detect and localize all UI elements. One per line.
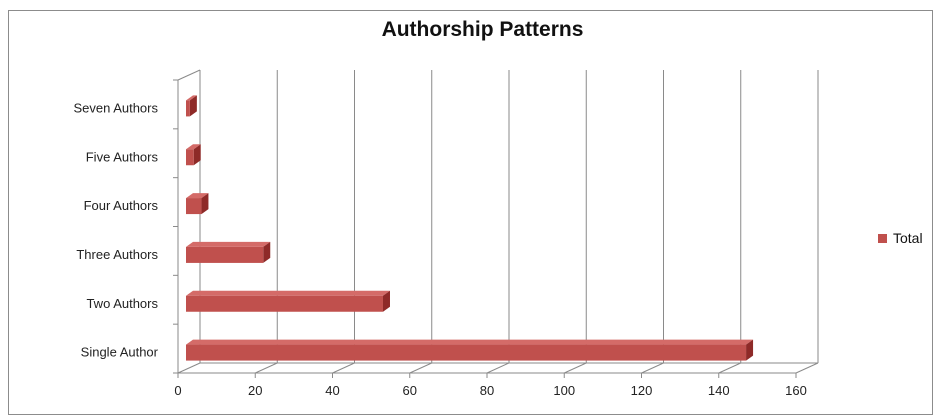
chart-title: Authorship Patterns <box>381 18 584 41</box>
bar-top <box>186 144 201 150</box>
bar <box>186 344 747 361</box>
bar-top <box>186 241 271 247</box>
floor-gridline <box>795 362 819 374</box>
bar-side <box>201 193 209 215</box>
bar-side <box>746 339 754 361</box>
y-tick-label: Three Authors <box>76 247 158 262</box>
bar-side <box>193 144 201 166</box>
floor-gridline <box>255 362 278 374</box>
bar-top <box>186 95 197 101</box>
bar <box>186 198 202 215</box>
x-tick-label: 20 <box>248 383 262 398</box>
bar <box>186 246 264 263</box>
bar-top <box>186 339 754 345</box>
bar-side <box>189 95 197 117</box>
wall-edge <box>177 69 201 81</box>
x-tick-label: 40 <box>325 383 339 398</box>
x-tick-label: 80 <box>480 383 494 398</box>
floor-gridline <box>332 362 355 374</box>
y-tick-label: Seven Authors <box>73 100 158 115</box>
x-tick-label: 100 <box>553 383 575 398</box>
y-tick-label: Four Authors <box>84 198 159 213</box>
bar-side <box>382 290 390 312</box>
y-tick-label: Five Authors <box>86 149 159 164</box>
bar-top <box>186 290 390 296</box>
bar <box>186 100 190 117</box>
floor-gridline <box>564 362 587 374</box>
y-tick-label: Two Authors <box>86 296 158 311</box>
x-tick-label: 160 <box>785 383 807 398</box>
floor-gridline <box>641 362 664 374</box>
floor-gridline <box>177 362 201 374</box>
y-tick-label: Single Author <box>81 345 159 360</box>
legend-swatch <box>878 233 887 243</box>
floor-gridline <box>486 362 510 374</box>
legend: Total <box>878 230 923 246</box>
x-tick-label: 120 <box>631 383 653 398</box>
bar-top <box>186 193 209 199</box>
bar <box>186 149 194 166</box>
floor-gridline <box>718 362 741 374</box>
x-tick-label: 140 <box>708 383 730 398</box>
bar <box>186 295 383 312</box>
floor-gridline <box>409 362 432 374</box>
x-tick-label: 60 <box>403 383 417 398</box>
x-tick-label: 0 <box>174 383 181 398</box>
legend-label: Total <box>893 230 923 246</box>
bar-side <box>263 241 271 263</box>
